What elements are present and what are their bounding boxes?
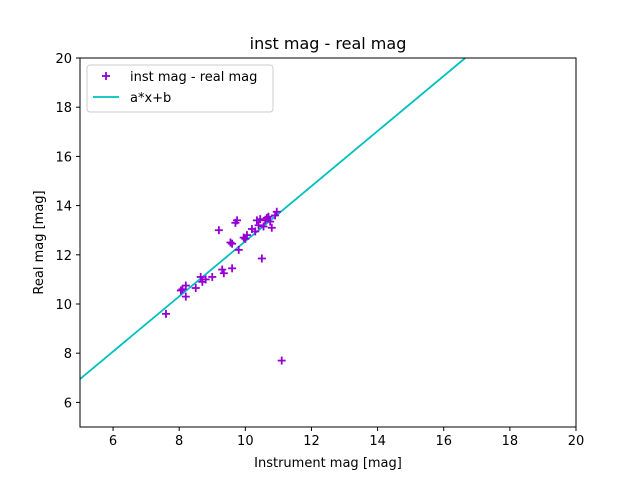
- data-point: [234, 245, 243, 254]
- data-point: [271, 211, 280, 220]
- x-tick-label: 14: [369, 434, 386, 449]
- y-tick-label: 20: [55, 52, 72, 67]
- data-point: [277, 356, 286, 365]
- x-tick-label: 8: [175, 434, 183, 449]
- data-point: [228, 264, 237, 273]
- data-point: [161, 309, 170, 318]
- data-point: [191, 284, 200, 293]
- data-point: [259, 222, 268, 231]
- y-tick-label: 6: [64, 396, 72, 411]
- data-point: [219, 269, 228, 278]
- data-point: [264, 212, 273, 221]
- y-tick-label: 16: [55, 150, 72, 165]
- data-point: [181, 292, 190, 301]
- x-tick-label: 10: [237, 434, 254, 449]
- legend: inst mag - real mag a*x+b: [86, 64, 274, 113]
- y-tick-label: 18: [55, 101, 72, 116]
- legend-box: [86, 64, 274, 113]
- x-tick-label: 16: [435, 434, 452, 449]
- data-point: [226, 238, 235, 247]
- data-point: [267, 223, 276, 232]
- fit-line: [80, 58, 466, 380]
- data-point: [254, 221, 263, 230]
- legend-label-line: a*x+b: [130, 91, 171, 106]
- legend-marker-scatter: [102, 72, 110, 80]
- data-point: [208, 272, 217, 281]
- data-point: [176, 286, 185, 295]
- data-point: [272, 207, 281, 216]
- data-point: [228, 239, 237, 248]
- x-tick-label: 18: [502, 434, 519, 449]
- y-tick-label: 14: [55, 200, 72, 215]
- data-point: [242, 231, 251, 240]
- plot-area-frame: [79, 57, 577, 428]
- data-point: [218, 265, 227, 274]
- data-point: [256, 215, 265, 224]
- x-tick-label: 20: [568, 434, 585, 449]
- y-tick-label: 12: [55, 249, 72, 264]
- data-point: [251, 227, 260, 236]
- x-axis-label: Instrument mag [mag]: [254, 456, 402, 471]
- y-tick-label: 8: [64, 347, 72, 362]
- data-point: [266, 217, 275, 226]
- data-point: [214, 226, 223, 235]
- data-point: [196, 272, 205, 281]
- y-tick-label: 10: [55, 298, 72, 313]
- chart-title: inst mag - real mag: [250, 34, 407, 53]
- data-point: [181, 281, 190, 290]
- legend-label-scatter: inst mag - real mag: [130, 70, 257, 85]
- x-tick-label: 6: [109, 434, 117, 449]
- data-point: [241, 234, 250, 243]
- x-tick-label: 12: [303, 434, 320, 449]
- data-point: [257, 254, 266, 263]
- data-point: [201, 275, 210, 284]
- y-axis-label: Real mag [mag]: [32, 190, 47, 294]
- data-point: [233, 216, 242, 225]
